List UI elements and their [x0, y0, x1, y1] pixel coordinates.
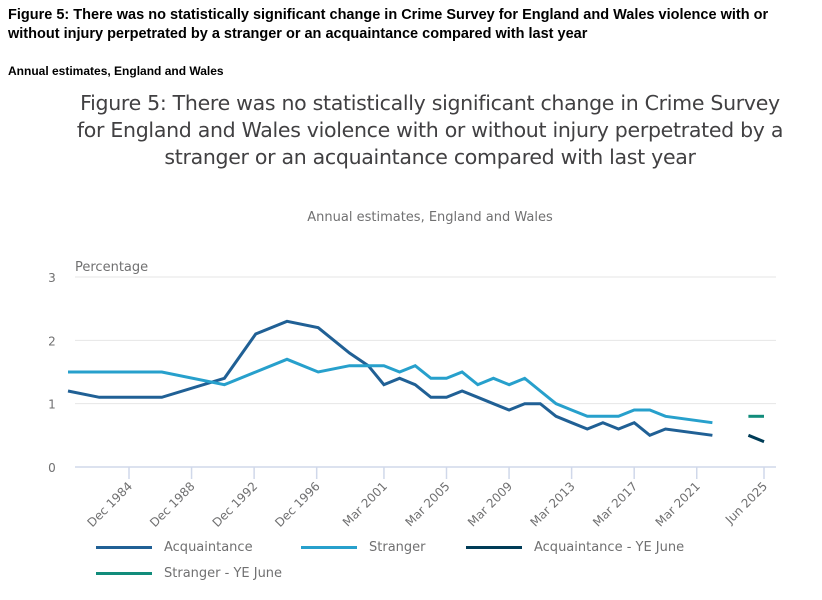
chart-subtitle: Annual estimates, England and Wales — [307, 210, 553, 225]
legend-label: Stranger — [369, 540, 426, 555]
x-tick-label: Jun 2025 — [722, 479, 770, 527]
x-tick-label: Dec 1984 — [85, 479, 136, 530]
series-line-stranger — [68, 357, 713, 425]
legend-item[interactable]: Acquaintance — [96, 540, 253, 555]
y-axis-label: Percentage — [75, 260, 148, 275]
axes: Percentage 0 1 2 3 Dec 1984 Dec 1988 Dec 1992 D… — [48, 260, 776, 530]
y-tick-label: 0 — [48, 461, 56, 475]
document-heading: Figure 5: There was no statistically sig… — [8, 7, 769, 42]
legend-label: Stranger - YE June — [164, 566, 283, 581]
y-tick-label: 3 — [48, 271, 56, 285]
x-tick-label: Mar 2001 — [340, 479, 390, 529]
x-tick-label: Mar 2021 — [653, 479, 703, 529]
legend-item[interactable]: Stranger — [301, 540, 426, 555]
series-line-acquaintance-ye-june — [747, 433, 765, 444]
legend-item[interactable]: Stranger - YE June — [96, 566, 282, 581]
series — [67, 319, 765, 444]
legend-swatch — [466, 546, 522, 549]
y-tick-label: 1 — [48, 398, 56, 412]
legend-label: Acquaintance — [164, 540, 253, 555]
legend-swatch — [96, 572, 152, 575]
legend-swatch — [96, 546, 152, 549]
y-tick-label: 2 — [48, 334, 56, 348]
x-tick-label: Dec 1996 — [272, 479, 323, 530]
x-tick-label: Mar 2013 — [528, 479, 578, 529]
gridlines — [75, 276, 776, 405]
legend-label: Acquaintance - YE June — [534, 540, 685, 555]
document-subheading: Annual estimates, England and Wales — [8, 64, 224, 78]
x-tick-label: Mar 2009 — [465, 479, 515, 529]
x-tick-label: Dec 1988 — [147, 479, 198, 530]
x-tick-label: Mar 2005 — [402, 479, 452, 529]
x-tick-label: Dec 1992 — [210, 479, 261, 530]
legend-item[interactable]: Acquaintance - YE June — [466, 540, 684, 555]
legend-swatch — [301, 546, 357, 549]
chart-title: Figure 5: There was no statistically sig… — [76, 91, 784, 169]
x-tick-label: Mar 2017 — [590, 479, 640, 529]
series-line-acquaintance — [67, 319, 713, 438]
